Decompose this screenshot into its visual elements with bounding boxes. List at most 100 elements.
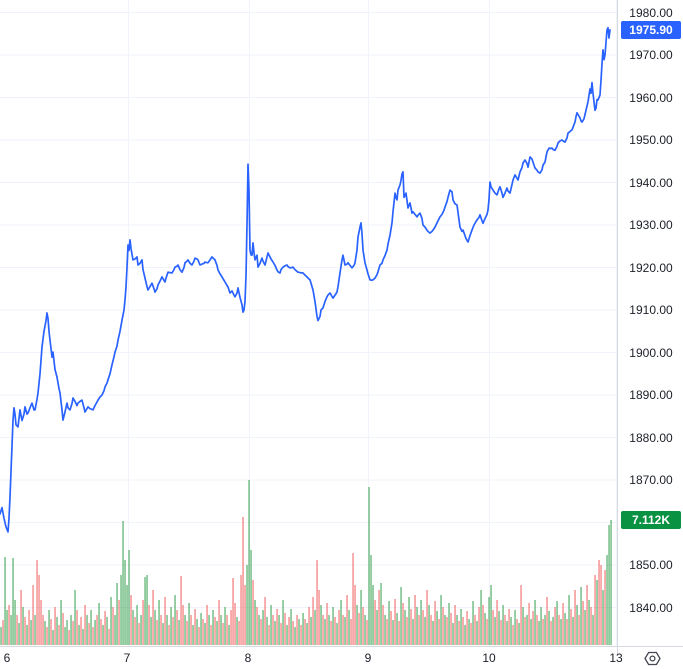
volume-bar-down (296, 615, 298, 645)
volume-bar-down (32, 585, 34, 645)
volume-bar-up (340, 600, 342, 645)
volume-bar-up (428, 605, 430, 645)
volume-bar-down (260, 619, 262, 645)
price-chart-plot[interactable] (0, 0, 617, 646)
volume-bar-down (72, 621, 74, 645)
volume-bar-up (286, 625, 288, 645)
volume-bar-up (560, 619, 562, 645)
volume-bar-down (482, 605, 484, 645)
volume-bar-down (2, 620, 4, 645)
volume-bar-up (294, 627, 296, 645)
volume-bar-down (604, 570, 606, 645)
volume-bar-up (602, 590, 604, 645)
volume-bar-down (390, 611, 392, 645)
volume-bar-down (88, 623, 90, 645)
volume-bar-up (412, 619, 414, 645)
volume-bar-up (376, 610, 378, 645)
volume-bar-up (400, 587, 402, 645)
time-axis[interactable]: 6 7 8 9 10 13 (0, 646, 683, 669)
volume-bar-down (68, 630, 70, 645)
volume-bar-up (306, 623, 308, 645)
volume-bar-up (66, 620, 68, 645)
volume-bar-up (248, 480, 250, 645)
volume-bar-up (56, 617, 58, 645)
volume-bar-down (100, 619, 102, 645)
volume-bar-up (540, 607, 542, 645)
volume-bar-up (484, 613, 486, 645)
volume-bar-down (434, 601, 436, 645)
volume-bar-down (280, 623, 282, 645)
volume-bar-down (582, 601, 584, 645)
volume-bar-up (518, 623, 520, 645)
volume-bar-up (106, 617, 108, 645)
volume-bar-up (436, 611, 438, 645)
volume-bar-up (522, 607, 524, 645)
time-axis-label: 9 (364, 651, 372, 665)
volume-bar-up (416, 607, 418, 645)
volume-bar-down (566, 619, 568, 645)
volume-bar-up (544, 615, 546, 645)
volume-bar-up (144, 577, 146, 645)
volume-bar-down (164, 597, 166, 645)
volume-bar-up (384, 615, 386, 645)
volume-bar-down (238, 621, 240, 645)
volume-bar-down (38, 575, 40, 645)
volume-bar-down (84, 605, 86, 645)
volume-bar-down (492, 610, 494, 645)
volume-bar-down (134, 617, 136, 645)
volume-bar-down (180, 576, 182, 645)
volume-bar-up (364, 615, 366, 645)
volume-bar-down (190, 615, 192, 645)
volume-bar-up (494, 617, 496, 645)
volume-bar-up (572, 617, 574, 645)
volume-bar-up (166, 615, 168, 645)
volume-bar-down (148, 605, 150, 645)
price-axis[interactable]: 1840.001850.001860.001870.001880.001890.… (617, 0, 683, 646)
volume-bar-down (474, 615, 476, 645)
volume-badge: 7.112K (621, 511, 681, 529)
volume-bar-down (58, 625, 60, 645)
volume-bar-up (178, 620, 180, 645)
volume-bar-down (92, 627, 94, 645)
volume-bar-down (316, 560, 318, 645)
volume-bar-up (26, 625, 28, 645)
volume-bar-down (558, 615, 560, 645)
volume-bar-down (500, 620, 502, 645)
volume-bar-down (300, 625, 302, 645)
volume-bar-down (50, 619, 52, 645)
volume-bar-up (380, 583, 382, 645)
volume-bar-up (0, 627, 2, 645)
volume-bar-down (112, 607, 114, 645)
axis-corner-tick (617, 647, 618, 654)
volume-bar-down (256, 607, 258, 645)
volume-bar-down (546, 597, 548, 645)
volume-bar-up (60, 600, 62, 645)
volume-bar-up (556, 601, 558, 645)
volume-bar-up (48, 610, 50, 645)
volume-bar-up (488, 597, 490, 645)
volume-bar-up (408, 597, 410, 645)
volume-bar-up (266, 617, 268, 645)
axis-settings-button[interactable] (640, 648, 664, 669)
volume-bar-down (46, 627, 48, 645)
volume-bar-up (314, 610, 316, 645)
volume-bar-up (250, 550, 252, 645)
price-axis-label: 1970.00 (629, 48, 673, 62)
volume-bar-up (336, 623, 338, 645)
volume-bar-up (290, 609, 292, 645)
price-axis-label: 1950.00 (629, 133, 673, 147)
volume-bar-up (128, 550, 130, 645)
volume-bar-down (138, 623, 140, 645)
volume-bar-down (470, 623, 472, 645)
time-axis-label: 6 (3, 651, 11, 665)
volume-bar-up (372, 585, 374, 645)
volume-bar-up (564, 613, 566, 645)
volume-bar-down (244, 585, 246, 645)
volume-bar-down (570, 609, 572, 645)
volume-bar-down (418, 615, 420, 645)
volume-bar-down (504, 615, 506, 645)
volume-bar-down (426, 590, 428, 645)
volume-bar-up (328, 615, 330, 645)
price-axis-label: 1890.00 (629, 388, 673, 402)
